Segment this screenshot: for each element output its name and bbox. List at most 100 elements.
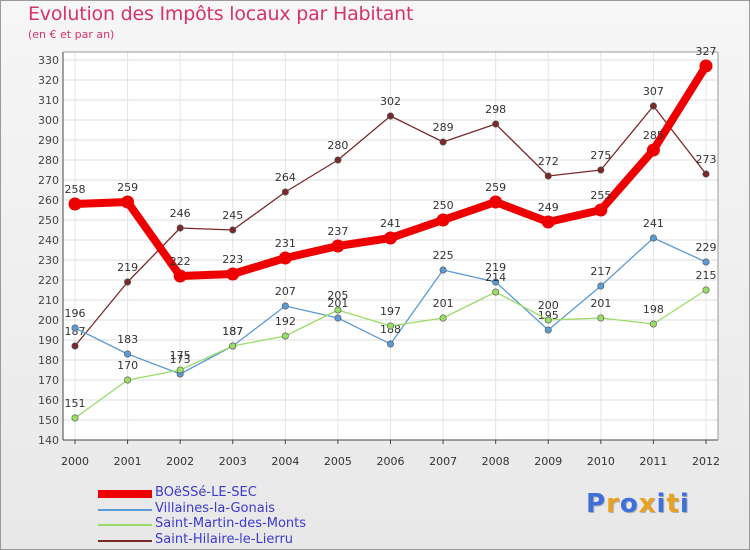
- data-label: 275: [590, 149, 611, 162]
- data-label: 219: [485, 261, 506, 274]
- data-point: [597, 282, 605, 290]
- data-label: 173: [170, 353, 191, 366]
- legend-swatch: [98, 539, 152, 542]
- data-point: [334, 306, 342, 314]
- data-label: 272: [538, 155, 559, 168]
- data-label: 259: [117, 181, 138, 194]
- data-label: 207: [275, 285, 296, 298]
- chart-subtitle: (en € et par an): [28, 28, 115, 41]
- data-point: [649, 320, 657, 328]
- proxiti-logo: Proxiti: [586, 489, 690, 519]
- data-point: [439, 314, 447, 322]
- data-point: [597, 314, 605, 322]
- y-tick-label: 310: [38, 94, 59, 107]
- data-label: 223: [222, 253, 243, 266]
- data-point: [386, 340, 394, 348]
- data-point: [334, 314, 342, 322]
- data-label: 327: [696, 45, 717, 58]
- data-label: 200: [538, 299, 559, 312]
- legend-swatch: [98, 508, 152, 511]
- legend-label: Villaines-la-Gonais: [155, 500, 276, 516]
- data-point: [439, 266, 447, 274]
- data-label: 245: [222, 209, 243, 222]
- data-label: 170: [117, 359, 138, 372]
- data-label: 219: [117, 261, 138, 274]
- data-point: [699, 59, 713, 73]
- x-tick-label: 2009: [534, 455, 562, 468]
- logo-letter: o: [619, 489, 639, 519]
- data-point: [281, 188, 289, 196]
- data-label: 246: [170, 207, 191, 220]
- x-tick-label: 2006: [377, 455, 405, 468]
- data-point: [68, 197, 82, 211]
- data-label: 289: [433, 121, 454, 134]
- data-point: [229, 226, 237, 234]
- data-point: [176, 366, 184, 374]
- data-point: [386, 112, 394, 120]
- data-point: [384, 231, 397, 245]
- y-tick-label: 240: [38, 234, 59, 247]
- data-point: [436, 213, 450, 227]
- data-label: 195: [538, 309, 559, 322]
- y-tick-label: 180: [38, 354, 59, 367]
- y-tick-label: 330: [38, 54, 59, 67]
- data-label: 285: [643, 129, 664, 142]
- data-label: 249: [538, 201, 559, 214]
- y-tick-label: 320: [38, 74, 59, 87]
- data-label: 302: [380, 95, 401, 108]
- data-label: 197: [380, 305, 401, 318]
- x-tick-label: 2005: [324, 455, 352, 468]
- logo-letter: r: [606, 489, 620, 519]
- data-label: 259: [485, 181, 506, 194]
- data-label: 258: [65, 183, 86, 196]
- y-tick-label: 200: [38, 314, 59, 327]
- data-point: [492, 278, 500, 286]
- data-label: 307: [643, 85, 664, 98]
- data-point: [281, 332, 289, 340]
- data-label: 255: [590, 189, 611, 202]
- x-tick-label: 2010: [587, 455, 615, 468]
- data-label: 225: [433, 249, 454, 262]
- data-point: [649, 102, 657, 110]
- data-point: [544, 326, 552, 334]
- data-point: [331, 239, 345, 253]
- data-point: [173, 269, 187, 283]
- legend-label: Saint-Martin-des-Monts: [155, 516, 307, 531]
- data-label: 151: [65, 397, 86, 410]
- data-point: [702, 286, 710, 294]
- data-label: 201: [590, 297, 611, 310]
- data-label: 237: [327, 225, 348, 238]
- data-label: 187: [222, 325, 243, 338]
- logo-letter: x: [638, 489, 657, 519]
- data-point: [334, 156, 342, 164]
- data-point: [489, 195, 503, 209]
- data-point: [71, 342, 79, 350]
- data-label: 250: [433, 199, 454, 212]
- y-tick-label: 170: [38, 374, 59, 387]
- x-tick-label: 2004: [271, 455, 299, 468]
- x-tick-label: 2001: [114, 455, 142, 468]
- y-tick-label: 210: [38, 294, 59, 307]
- data-point: [176, 224, 184, 232]
- legend-swatch: [98, 524, 152, 526]
- data-point: [646, 143, 660, 157]
- data-point: [541, 215, 555, 229]
- data-label: 298: [485, 103, 506, 116]
- data-point: [226, 267, 240, 281]
- data-label: 201: [433, 297, 454, 310]
- y-tick-label: 270: [38, 174, 59, 187]
- data-point: [439, 138, 447, 146]
- x-tick-label: 2003: [219, 455, 247, 468]
- x-tick-label: 2011: [639, 455, 667, 468]
- data-label: 175: [170, 349, 191, 362]
- data-point: [281, 302, 289, 310]
- y-tick-label: 300: [38, 114, 59, 127]
- data-label: 222: [170, 255, 191, 268]
- x-tick-label: 2002: [166, 455, 194, 468]
- data-label: 273: [696, 153, 717, 166]
- data-label: 280: [327, 139, 348, 152]
- data-point: [124, 350, 132, 358]
- y-tick-label: 230: [38, 254, 59, 267]
- data-point: [702, 170, 710, 178]
